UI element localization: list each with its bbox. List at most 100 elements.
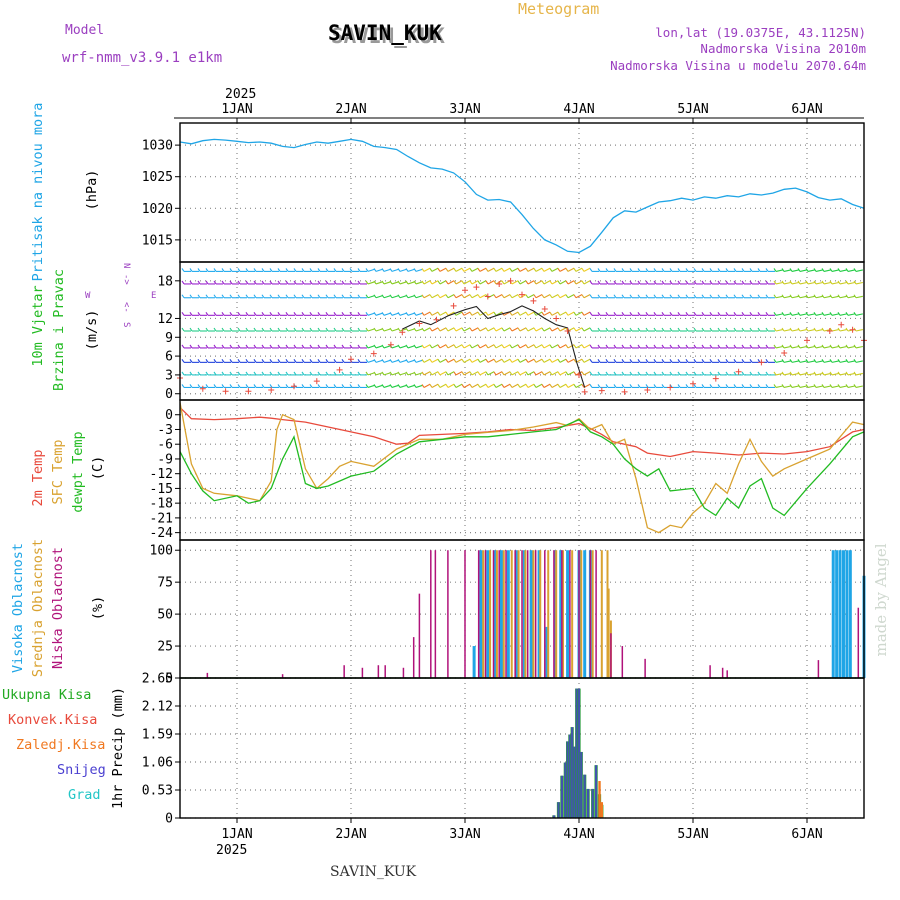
wind-barb — [415, 312, 423, 316]
wind-barb-flag — [221, 371, 225, 376]
wind-barb-flag — [413, 344, 417, 349]
wind-barb-flag — [421, 294, 425, 299]
wind-barb — [391, 312, 399, 316]
wind-barb-flag — [805, 312, 809, 316]
wind-barb-flag — [557, 371, 561, 376]
wind-barb-flag — [317, 327, 321, 332]
wind-barb — [543, 267, 551, 272]
wind-barb — [367, 359, 375, 363]
wind-barb-flag — [581, 371, 585, 376]
wind-barb-flag — [269, 371, 273, 376]
wind-barb-flag — [477, 344, 481, 349]
wind-barb-flag — [637, 312, 641, 316]
wind-barb-flag — [765, 280, 769, 285]
wind-barb-flag — [789, 344, 793, 349]
wind-barb — [471, 293, 479, 299]
wind-barb-flag — [789, 294, 793, 299]
wind-barb-flag — [701, 312, 705, 316]
wind-barb-flag — [349, 327, 353, 332]
top-day-label: 1JAN — [221, 102, 252, 117]
wind-barb-flag — [693, 268, 697, 272]
wind-barb-flag — [541, 294, 545, 299]
wind-barb-flag — [533, 344, 537, 349]
wind-barb-flag — [685, 359, 689, 363]
wind-barb-flag — [605, 327, 609, 332]
wind-barb — [815, 269, 823, 272]
high-cloud-bar — [479, 550, 483, 678]
wind-barb — [431, 267, 439, 272]
wind-barb-flag — [813, 371, 817, 376]
wind-barb — [783, 313, 791, 316]
wind-barb — [503, 267, 511, 272]
wind-barb-flag — [533, 327, 537, 332]
wind-barb-flag — [629, 344, 633, 349]
wind-gust-marker — [484, 293, 491, 300]
wind-barb-flag — [733, 344, 737, 349]
wind-barb-flag — [757, 294, 761, 299]
wind-barb-flag — [581, 344, 585, 349]
wind-barb-flag — [733, 280, 737, 285]
wind-barb-flag — [325, 268, 329, 272]
wind-barb-flag — [725, 344, 729, 349]
wind-barb — [535, 267, 543, 272]
wind-barb-flag — [549, 359, 553, 363]
wind-gust-marker — [804, 337, 810, 344]
wind-barb-flag — [789, 327, 793, 332]
meteogram-label: Meteogram — [518, 0, 599, 18]
wind-barb — [439, 280, 447, 285]
wind-barb-flag — [773, 359, 777, 363]
wind-barb — [463, 293, 471, 299]
wind-barb — [487, 311, 495, 316]
wind-barb-flag — [677, 359, 681, 363]
wind-barb — [823, 345, 831, 349]
model-elevation-text: Nadmorska Visina u modelu 2070.64m — [610, 58, 866, 73]
top-day-labels: 1JAN 2JAN 3JAN 4JAN 5JAN 6JAN — [221, 102, 822, 117]
mid-cloud-bar — [489, 550, 492, 678]
precip-ylabel: 1hr Precip (mm) — [110, 687, 126, 809]
wind-barb — [495, 311, 503, 316]
precip-snow-bar — [577, 688, 581, 818]
wind-barb-flag — [461, 312, 465, 316]
wind-barb-flag — [285, 384, 289, 388]
wind-barb-flag — [181, 327, 185, 332]
wind-barb-flag — [213, 268, 217, 272]
model-label: Model — [65, 23, 104, 38]
wind-barb — [431, 280, 439, 285]
wind-barb — [407, 372, 415, 376]
wind-barb-flag — [733, 371, 737, 376]
wind-barb — [455, 327, 463, 332]
wind-barb-flag — [709, 384, 713, 388]
wind-barb-flag — [565, 268, 569, 272]
wind-barb-flag — [437, 371, 441, 376]
wind-barb-flag — [773, 344, 777, 349]
wind-barb-flag — [717, 371, 721, 376]
precip-snow-bar — [560, 775, 563, 818]
wind-barb — [551, 311, 559, 316]
wind-barb — [567, 311, 575, 316]
pressure-ylabel: Pritisak na nivou mora — [30, 103, 46, 282]
wind-barb-flag — [229, 280, 233, 285]
wind-barb-flag — [181, 312, 185, 316]
wind-barb — [559, 383, 567, 388]
wind-barb-flag — [437, 384, 441, 388]
wind-barb-flag — [645, 384, 649, 388]
wind-barb-flag — [213, 294, 217, 299]
wind-barb — [503, 358, 511, 363]
wind-barb-flag — [301, 327, 305, 332]
mid-cloud-bar — [510, 550, 513, 678]
wind-barb-flag — [293, 294, 297, 299]
low-cloud-bar — [817, 660, 820, 678]
wind-barb-flag — [245, 359, 249, 363]
precip-snow-bar — [591, 788, 594, 818]
wind-barb-flag — [349, 344, 353, 349]
wind-barb-flag — [781, 280, 785, 285]
wind-barb — [799, 372, 807, 376]
wind-barb-flag — [413, 280, 417, 285]
wind-barb — [383, 281, 391, 285]
wind-barb — [383, 372, 391, 376]
wind-barb — [567, 344, 575, 349]
wind-barb — [415, 359, 423, 363]
wind-barb — [567, 327, 575, 332]
wind-barb-flag — [709, 359, 713, 363]
wind-barb-flag — [197, 294, 201, 299]
